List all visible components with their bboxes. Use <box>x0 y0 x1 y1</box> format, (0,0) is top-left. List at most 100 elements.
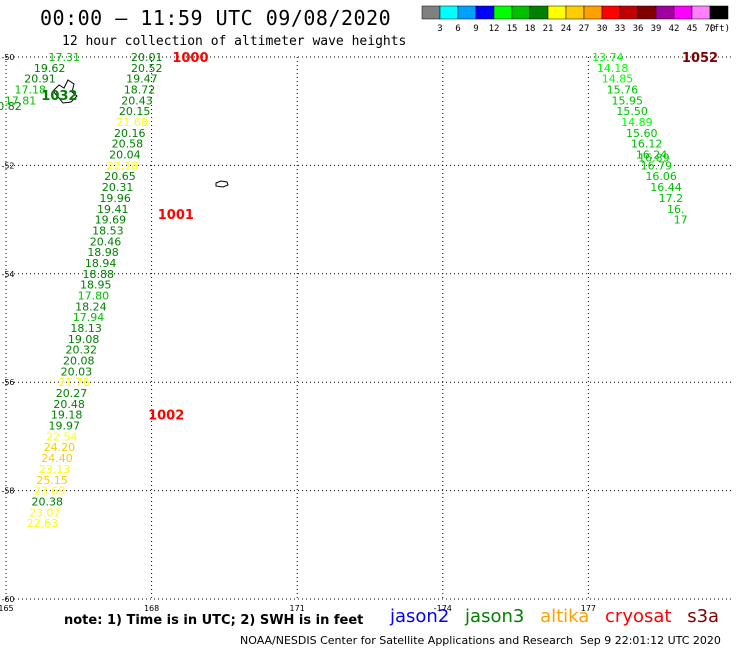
wave-height-point: 16.06 <box>645 170 677 183</box>
wave-height-point: 17.80 <box>78 289 110 302</box>
wave-height-point: 18.24 <box>75 300 107 313</box>
colorbar-swatch <box>439 5 459 20</box>
wave-height-point: 18.98 <box>87 246 119 259</box>
wave-height-point: 23.07 <box>29 506 61 519</box>
wave-height-point: 22.63 <box>27 517 59 530</box>
wave-height-point: 16.44 <box>650 181 682 194</box>
wave-height-point: 14.89 <box>621 116 653 129</box>
colorbar-label: 45 <box>687 24 698 34</box>
satellite-jason2: jason2 <box>390 606 450 627</box>
wave-height-point: 20.16 <box>114 127 146 140</box>
wave-height-point: 22.18 <box>107 159 139 172</box>
wave-height-point: 14.18 <box>597 62 629 75</box>
y-tick-label: -58 <box>1 487 14 496</box>
wave-height-point: 17 <box>674 214 688 227</box>
colorbar-unit: (ft) <box>708 24 730 34</box>
colorbar-swatch <box>565 5 585 20</box>
colorbar-label: 6 <box>455 24 460 34</box>
y-tick-label: -52 <box>1 161 14 170</box>
x-tick-label: 171 <box>290 604 305 613</box>
wave-height-point: 19.62 <box>34 62 66 75</box>
wave-height-point: 19.08 <box>68 333 100 346</box>
colorbar-label: 3 <box>437 24 442 34</box>
colorbar-label: 9 <box>473 24 478 34</box>
colorbar-swatch <box>529 5 549 20</box>
wave-height-point: 20.31 <box>102 181 134 194</box>
wave-height-point: 20.04 <box>109 149 141 162</box>
wave-height-point: 20.91 <box>24 73 56 86</box>
satellite-legend: jason2 jason3 altika cryosat s3a <box>390 606 729 627</box>
colorbar-swatch <box>493 5 513 20</box>
generation-timestamp: Sep 9 22:01:12 UTC 2020 <box>580 634 721 647</box>
wave-height-point: 20.32 <box>65 344 97 357</box>
colorbar-swatch <box>583 5 603 20</box>
wave-height-point: 19.96 <box>99 192 131 205</box>
wave-height-point: 17.2 <box>659 192 684 205</box>
satellite-jason3: jason3 <box>465 606 525 627</box>
wave-height-point: 23.13 <box>39 463 71 476</box>
wave-height-point: 19.69 <box>95 214 127 227</box>
colorbar-label: 24 <box>561 24 572 34</box>
y-tick-label: -50 <box>1 53 14 62</box>
wave-height-point: 20.46 <box>90 235 122 248</box>
colorbar-label: 33 <box>615 24 626 34</box>
wave-height-point: 17.94 <box>73 311 105 324</box>
wave-height-point: 18.13 <box>70 322 102 335</box>
colorbar-label: 39 <box>651 24 662 34</box>
y-tick-label: -60 <box>1 595 14 604</box>
wave-height-point: 21.68 <box>116 116 148 129</box>
chart-title: 00:00 – 11:59 UTC 09/08/2020 <box>40 6 392 30</box>
color-legend: 3 6 9 12 15 18 21 24 27 30 33 36 39 42 45 70(ft) <box>421 5 730 34</box>
wave-height-point: 17.81 <box>5 94 37 107</box>
colorbar-swatch <box>637 5 657 20</box>
pressure-label: 1032 <box>41 89 77 104</box>
wave-height-point: 21.76 <box>58 376 90 389</box>
wave-height-point: 15.60 <box>626 127 658 140</box>
wave-height-point: 25.15 <box>36 474 68 487</box>
colorbar-label: 15 <box>507 24 518 34</box>
wave-height-point: 16. <box>667 203 685 216</box>
wave-height-point: 20.43 <box>121 94 153 107</box>
y-tick-label: -54 <box>1 270 14 279</box>
wave-height-point: 20.52 <box>131 62 163 75</box>
wave-height-point: 13.74 <box>592 51 624 64</box>
wave-height-point: 16.24 <box>636 149 668 162</box>
wave-height-point: 20.08 <box>63 355 95 368</box>
colorbar-swatch <box>511 5 531 20</box>
wave-height-point: 16.12 <box>631 138 663 151</box>
map-grid <box>5 56 734 600</box>
wave-height-point: 23.69 <box>34 485 66 498</box>
wave-height-point: 20.82 <box>0 100 22 113</box>
pressure-label: 1052 <box>682 51 718 66</box>
colorbar-swatch <box>601 5 621 20</box>
wave-height-point: 19.97 <box>48 420 80 433</box>
wave-height-point: 14.85 <box>602 73 634 86</box>
colorbar-label: 18 <box>525 24 536 34</box>
wave-height-point: 18.95 <box>80 279 112 292</box>
colorbar-swatch <box>655 5 675 20</box>
wave-height-point: 19.18 <box>51 409 83 422</box>
wave-height-point: 16.89 <box>638 151 670 164</box>
wave-height-point: 24.40 <box>41 452 73 465</box>
x-tick-label: 177 <box>581 604 596 613</box>
wave-height-point: 18.53 <box>92 224 124 237</box>
colorbar-label: 70 <box>705 24 716 34</box>
footnote: note: 1) Time is in UTC; 2) SWH is in fe… <box>64 613 364 628</box>
credit-line: NOAA/NESDIS Center for Satellite Applica… <box>240 634 574 647</box>
satellite-altika: altika <box>540 606 590 627</box>
wave-height-point: 18.72 <box>124 84 156 97</box>
wave-height-point: 20.03 <box>61 365 93 378</box>
wave-height-point: 16.79 <box>641 159 673 172</box>
x-tick-label: -174 <box>434 604 452 613</box>
wave-height-point: 24.20 <box>44 441 76 454</box>
colorbar-label: 27 <box>579 24 590 34</box>
wave-height-point: 18.88 <box>82 268 114 281</box>
y-tick-label: -56 <box>1 378 14 387</box>
pressure-label: 1000 <box>172 51 208 66</box>
wave-height-point: 22.54 <box>46 430 78 443</box>
colorbar-label: 30 <box>597 24 608 34</box>
pressure-label: 1001 <box>158 208 194 223</box>
colorbar-swatch <box>547 5 567 20</box>
x-tick-label: 168 <box>144 604 159 613</box>
